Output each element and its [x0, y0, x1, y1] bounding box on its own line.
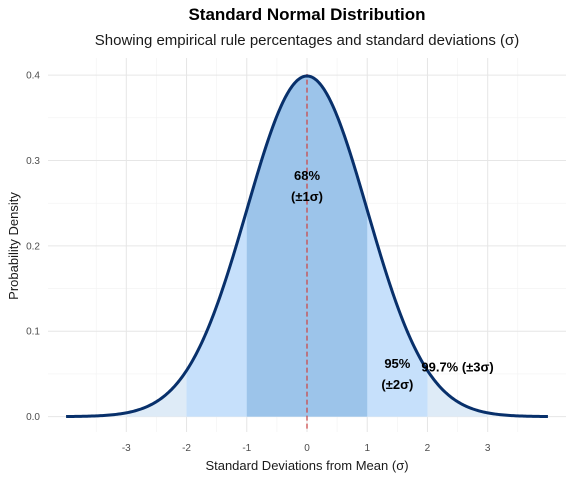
- sigma-band: [246, 75, 368, 417]
- y-tick-label: 0.0: [26, 412, 40, 423]
- annotation-label: 99.7% (±3σ): [421, 360, 493, 375]
- x-axis-title: Standard Deviations from Mean (σ): [205, 458, 408, 473]
- y-tick-label: 0.4: [26, 71, 40, 82]
- x-tick-label: 3: [485, 443, 491, 454]
- chart-title: Standard Normal Distribution: [188, 5, 425, 24]
- annotation-label: 68%: [294, 168, 320, 183]
- curve-layer: [66, 74, 548, 429]
- annotation-layer: 68% (±1σ) 95% (±2σ) 99.7% (±3σ): [291, 168, 494, 392]
- y-axis-title: Probability Density: [6, 192, 21, 300]
- x-tick-label: 1: [364, 443, 370, 454]
- x-tick-label: 0: [304, 443, 310, 454]
- band-layer: [66, 75, 548, 417]
- x-tick-label: 2: [425, 443, 431, 454]
- y-tick-label: 0.1: [26, 327, 40, 338]
- annotation-label: 95%: [384, 356, 410, 371]
- chart-subtitle: Showing empirical rule percentages and s…: [95, 32, 520, 49]
- x-tick-label: -2: [182, 443, 191, 454]
- density-curve: [66, 74, 548, 419]
- x-tick-label: -1: [242, 443, 251, 454]
- x-tick-label: -3: [122, 443, 131, 454]
- y-tick-label: 0.2: [26, 241, 40, 252]
- annotation-label: (±1σ): [291, 189, 323, 204]
- tick-layer: -3 -2 -1 0 1 2 3 0.0 0.1 0.2 0.3 0.4: [26, 71, 491, 454]
- y-tick-label: 0.3: [26, 156, 40, 167]
- annotation-label: (±2σ): [381, 377, 413, 392]
